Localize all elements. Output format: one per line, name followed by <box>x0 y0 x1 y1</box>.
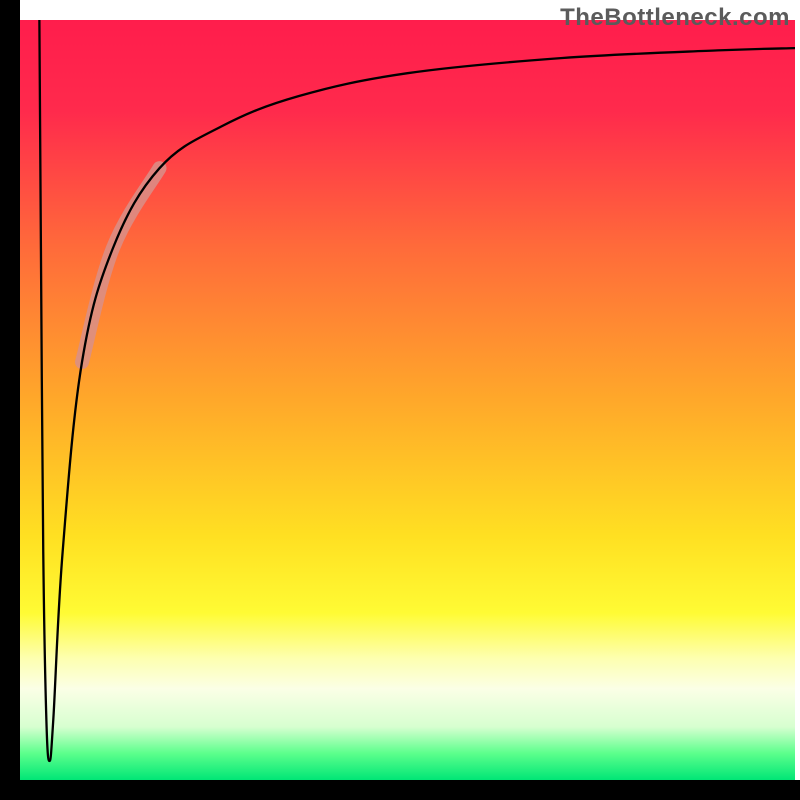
bottleneck-curve-chart <box>0 0 800 800</box>
gradient-background <box>20 20 795 780</box>
y-axis <box>0 0 20 800</box>
x-axis <box>0 780 800 800</box>
chart-container: TheBottleneck.com <box>0 0 800 800</box>
